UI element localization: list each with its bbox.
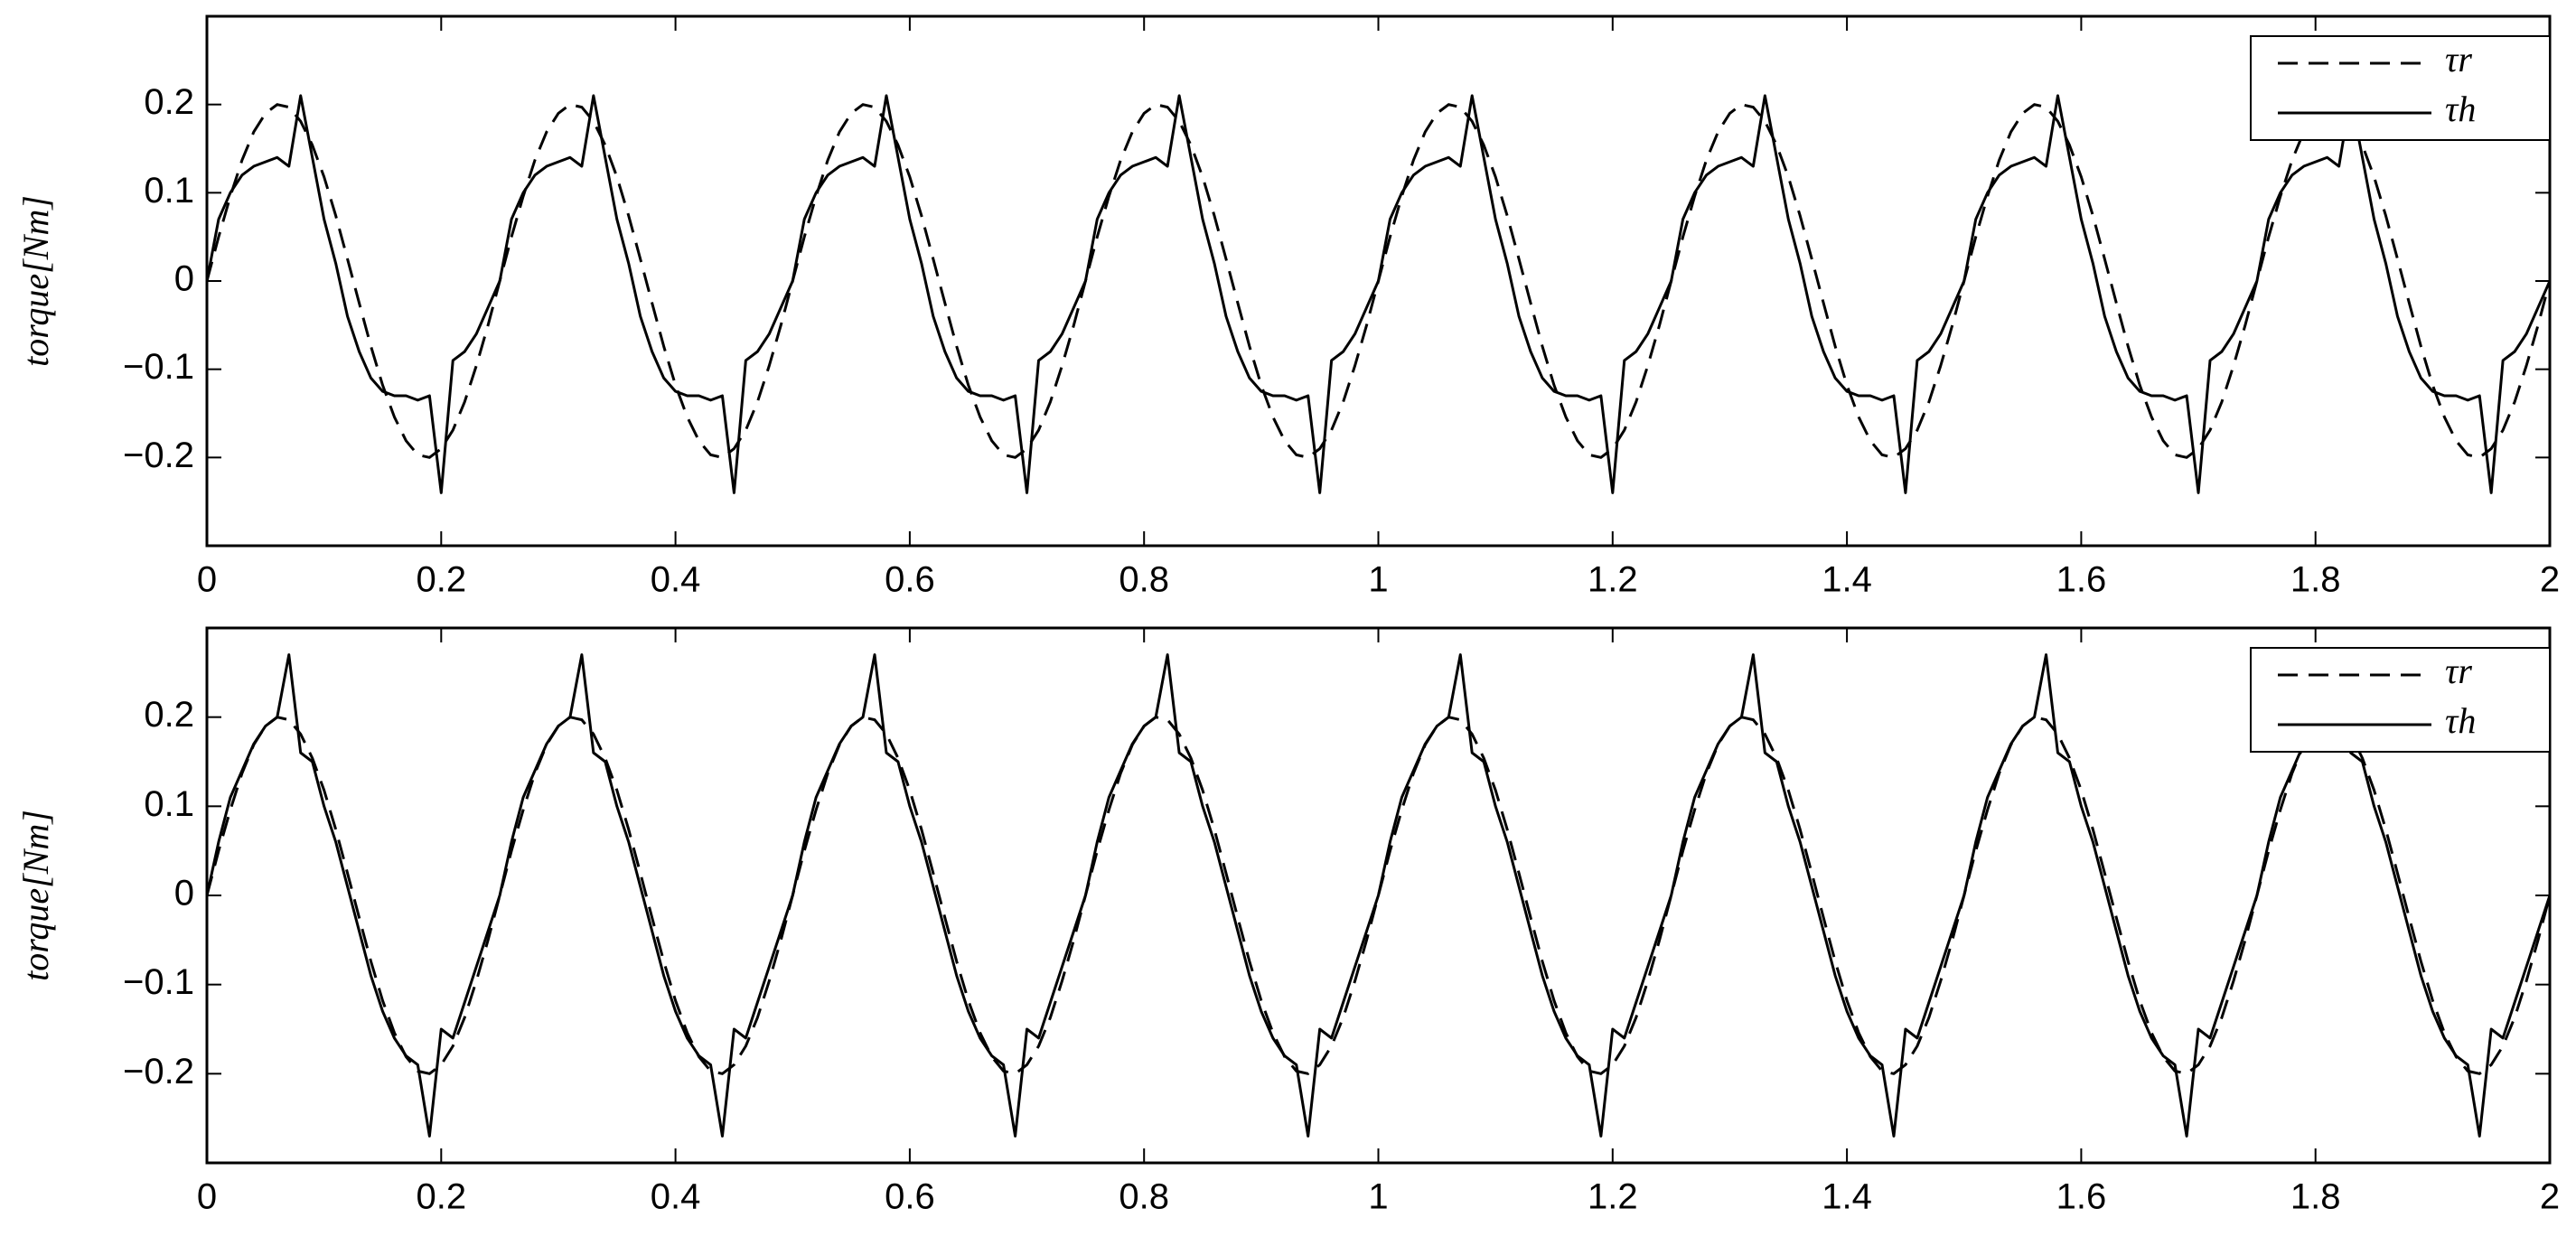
x-tick-label: 2: [2540, 1177, 2560, 1217]
x-tick-label: 0.2: [416, 560, 466, 600]
x-tick-label: 1.6: [2056, 1177, 2107, 1217]
y-tick-label: 0: [174, 874, 194, 913]
x-tick-label: 1: [1368, 560, 1388, 600]
x-tick-label: 0.4: [651, 560, 701, 600]
x-tick-label: 0.2: [416, 1177, 466, 1217]
x-tick-label: 2: [2540, 560, 2560, 600]
x-tick-label: 0.4: [651, 1177, 701, 1217]
plot-frame: [205, 14, 2552, 548]
y-axis-label: torque[Nm]: [15, 810, 56, 981]
x-tick-label: 1: [1368, 1177, 1388, 1217]
legend-label: τr: [2445, 651, 2472, 691]
y-tick-label: −0.1: [123, 962, 194, 1002]
x-tick-label: 1.2: [1588, 1177, 1638, 1217]
legend-label: τh: [2445, 89, 2476, 129]
x-tick-label: 0.6: [885, 560, 935, 600]
y-tick-label: −0.2: [123, 1052, 194, 1091]
x-tick-label: 0.6: [885, 1177, 935, 1217]
x-tick-label: 1.2: [1588, 560, 1638, 600]
x-tick-label: 1.8: [2290, 1177, 2341, 1217]
y-tick-label: −0.2: [123, 436, 194, 475]
y-tick-label: 0.1: [144, 784, 194, 824]
y-tick-label: −0.1: [123, 347, 194, 387]
x-tick-label: 0.8: [1119, 1177, 1169, 1217]
x-tick-label: 1.4: [1822, 560, 1872, 600]
legend-label: τh: [2445, 700, 2476, 741]
x-tick-label: 0: [197, 1177, 217, 1217]
plot-frame: [205, 626, 2552, 1165]
series-line: [205, 94, 2552, 494]
y-tick-label: 0.1: [144, 171, 194, 211]
x-tick-label: 0: [197, 560, 217, 600]
x-tick-label: 1.8: [2290, 560, 2341, 600]
x-tick-label: 0.8: [1119, 560, 1169, 600]
y-tick-label: 0.2: [144, 695, 194, 735]
y-tick-label: 0.2: [144, 82, 194, 122]
legend-label: τr: [2445, 39, 2472, 80]
legend-box: [2250, 35, 2551, 141]
x-tick-label: 1.4: [1822, 1177, 1872, 1217]
x-tick-label: 1.6: [2056, 560, 2107, 600]
y-tick-label: 0: [174, 259, 194, 299]
series-line: [205, 653, 2552, 1138]
y-axis-label: torque[Nm]: [15, 195, 56, 367]
legend-box: [2250, 647, 2551, 753]
